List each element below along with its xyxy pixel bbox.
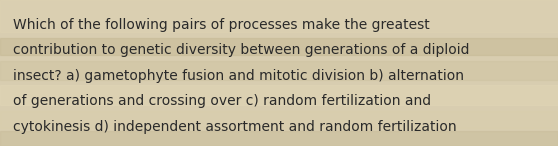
Bar [0,61,558,80]
Bar [0,131,558,146]
Bar [0,0,558,32]
Text: insect? a) gametophyte fusion and mitotic division b) alternation: insect? a) gametophyte fusion and mitoti… [13,69,464,83]
Bar [0,111,558,128]
Bar [0,85,558,105]
Bar [0,38,558,55]
Text: Which of the following pairs of processes make the greatest: Which of the following pairs of processe… [13,18,430,32]
Text: of generations and crossing over c) random fertilization and: of generations and crossing over c) rand… [13,94,431,108]
Text: contribution to genetic diversity between generations of a diploid: contribution to genetic diversity betwee… [13,43,469,57]
Text: cytokinesis d) independent assortment and random fertilization: cytokinesis d) independent assortment an… [13,120,456,134]
